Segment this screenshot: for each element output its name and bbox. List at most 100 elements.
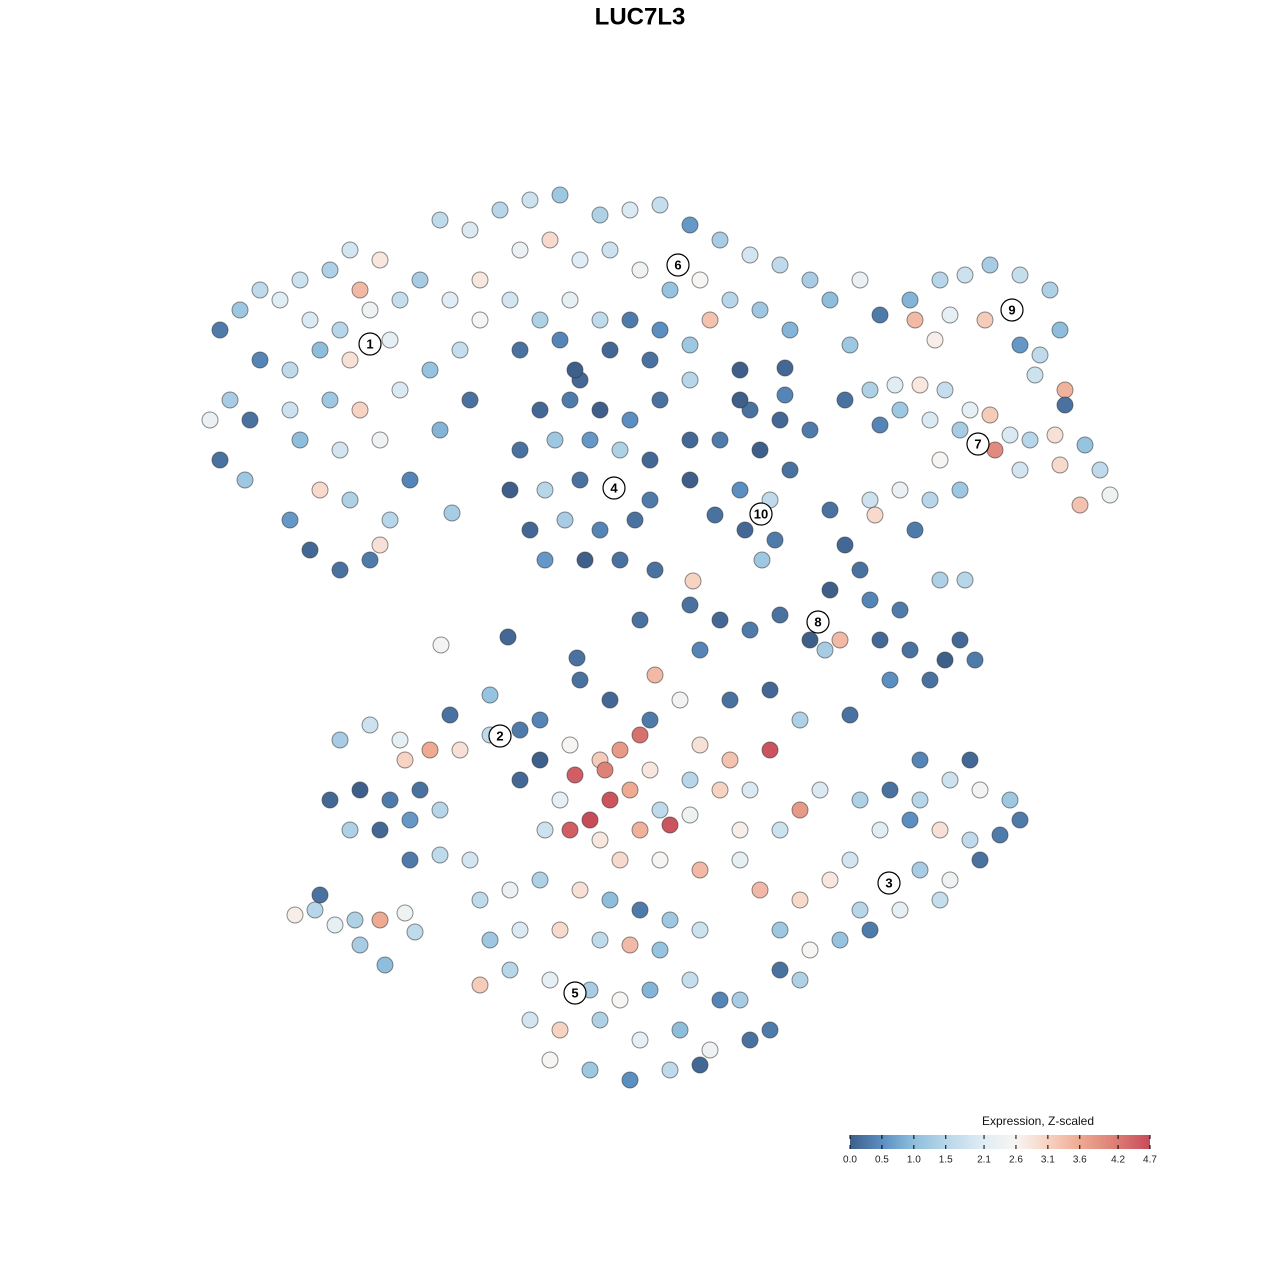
point	[771, 961, 789, 979]
point	[681, 471, 699, 489]
point	[631, 821, 649, 839]
point	[411, 781, 429, 799]
point	[611, 991, 629, 1009]
point	[291, 431, 309, 449]
point	[811, 781, 829, 799]
point	[766, 531, 784, 549]
point	[691, 921, 709, 939]
point	[921, 411, 939, 429]
point	[511, 441, 529, 459]
point	[621, 1071, 639, 1089]
point	[891, 481, 909, 499]
point	[836, 391, 854, 409]
point	[531, 401, 549, 419]
point	[776, 359, 794, 377]
cluster-badge	[749, 502, 773, 526]
point	[731, 991, 749, 1009]
point	[461, 221, 479, 239]
point	[891, 601, 909, 619]
point	[432, 636, 450, 654]
point	[511, 771, 529, 789]
point	[691, 1056, 709, 1074]
colorbar: Expression, Z-scaled 0.0 0.5 1.0 1.5 2.1 2.6 3…	[843, 1114, 1157, 1165]
point	[381, 791, 399, 809]
point	[721, 291, 739, 309]
point	[311, 341, 329, 359]
cluster-badge	[966, 432, 990, 456]
point	[941, 771, 959, 789]
colorbar-tick-label: 1.5	[939, 1155, 953, 1166]
point	[791, 711, 809, 729]
point	[281, 511, 299, 529]
point	[341, 241, 359, 259]
point	[396, 751, 414, 769]
point	[751, 301, 769, 319]
point	[771, 606, 789, 624]
cluster-label: 9	[1008, 302, 1015, 317]
point	[501, 961, 519, 979]
point	[881, 781, 899, 799]
colorbar-tick-label: 2.1	[977, 1155, 991, 1166]
point	[351, 401, 369, 419]
point	[641, 491, 659, 509]
point	[561, 391, 579, 409]
point	[371, 431, 389, 449]
point	[736, 521, 754, 539]
point	[1011, 336, 1029, 354]
point	[511, 341, 529, 359]
point	[501, 881, 519, 899]
point	[691, 736, 709, 754]
point	[521, 191, 539, 209]
point	[571, 251, 589, 269]
point	[311, 886, 329, 904]
point	[581, 811, 599, 829]
point	[621, 781, 639, 799]
point	[966, 651, 984, 669]
point	[631, 261, 649, 279]
cluster-badge	[1000, 298, 1024, 322]
point	[771, 921, 789, 939]
point	[361, 551, 379, 569]
cluster-badge	[877, 871, 901, 895]
point	[791, 801, 809, 819]
point	[911, 376, 929, 394]
point	[371, 821, 389, 839]
point	[641, 981, 659, 999]
point	[936, 651, 954, 669]
point	[341, 821, 359, 839]
point	[551, 791, 569, 809]
cluster-badge	[602, 476, 626, 500]
points	[201, 186, 1119, 1089]
point	[551, 331, 569, 349]
point	[926, 331, 944, 349]
point	[501, 481, 519, 499]
point	[471, 311, 489, 329]
point	[591, 931, 609, 949]
point	[568, 649, 586, 667]
point	[851, 791, 869, 809]
point	[1046, 426, 1064, 444]
point	[561, 821, 579, 839]
point	[841, 336, 859, 354]
point	[541, 971, 559, 989]
point	[321, 261, 339, 279]
point	[351, 781, 369, 799]
cluster-label: 7	[974, 436, 981, 451]
colorbar-tick-label: 2.6	[1009, 1155, 1023, 1166]
point	[301, 311, 319, 329]
point	[651, 391, 669, 409]
point	[651, 851, 669, 869]
point	[431, 211, 449, 229]
point	[1021, 431, 1039, 449]
point	[681, 806, 699, 824]
point	[711, 611, 729, 629]
point	[936, 381, 954, 399]
point	[861, 591, 879, 609]
point	[281, 401, 299, 419]
point	[711, 991, 729, 1009]
point	[731, 851, 749, 869]
point	[911, 791, 929, 809]
point	[611, 741, 629, 759]
point	[201, 411, 219, 429]
point	[551, 186, 569, 204]
